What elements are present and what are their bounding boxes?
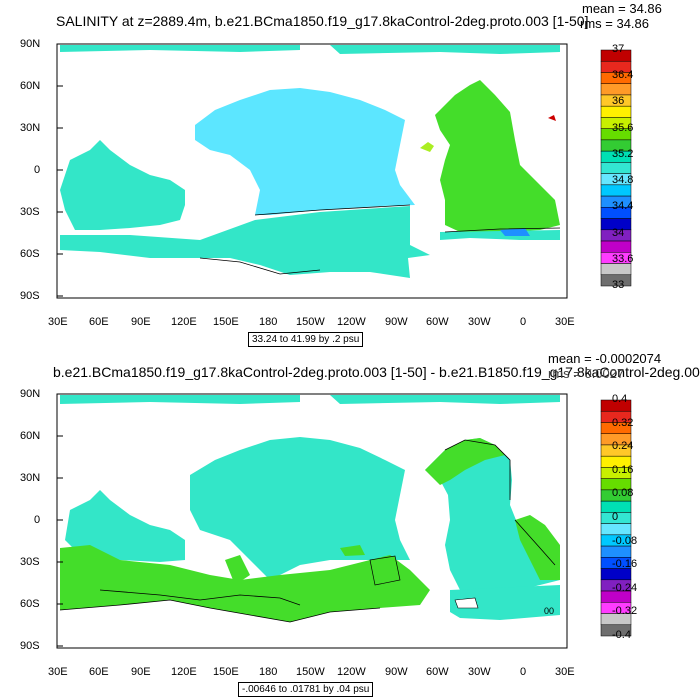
panel2-mean: mean = -0.0002074 xyxy=(548,351,662,366)
panel2-lon-label: 30W xyxy=(468,666,491,678)
panel1-lon-label: 150W xyxy=(296,316,325,328)
panel2-lon-label: 30E xyxy=(48,666,68,678)
panel2-lon-label: 60W xyxy=(426,666,449,678)
colorbar-label: -0.16 xyxy=(612,558,638,571)
panel1-lon-label: 30E xyxy=(555,316,575,328)
panel1-lat-label-30n: 30N xyxy=(20,122,41,134)
panel2-rms: rms = 0.0027 xyxy=(548,366,625,381)
panel2-lon-label: 0 xyxy=(520,666,527,678)
colorbar-label: -0.24 xyxy=(612,581,638,594)
panel2-lon-label: 90W xyxy=(385,666,408,678)
panel2-lat-label-0: 0 xyxy=(34,514,41,526)
colorbar-label: -0.08 xyxy=(612,534,638,547)
panel2-lon-label: 90E xyxy=(131,666,151,678)
colorbar-label: 34.8 xyxy=(612,174,634,187)
panel1-lon-label: 0 xyxy=(520,316,527,328)
colorbar-label: 0.08 xyxy=(612,487,634,500)
panel1-range-note: 33.24 to 41.99 by .2 psu xyxy=(248,332,364,347)
panel1-mean: mean = 34.86 xyxy=(582,1,662,16)
colorbar-label: -0.32 xyxy=(612,605,638,618)
panel2-y-tickmarks xyxy=(57,393,63,647)
colorbar-label: 37 xyxy=(612,43,625,55)
panel1-title: SALINITY at z=2889.4m, b.e21.BCma1850.f1… xyxy=(56,13,589,29)
panel2-lon-label: 180 xyxy=(259,666,278,678)
panel2-lon-label: 30E xyxy=(555,666,575,678)
panel2-lat-label-90n: 90N xyxy=(20,388,41,400)
colorbar-label: -0.4 xyxy=(612,629,631,641)
colorbar-label: 33.6 xyxy=(612,252,634,265)
panel2-pacific-ocean xyxy=(190,437,410,580)
panel1-lat-label-60s: 60S xyxy=(20,248,40,260)
panel1-lon-label: 120E xyxy=(171,316,197,328)
panel2-contour-label: 00 xyxy=(544,606,555,616)
panel2-lat-label-90s: 90S xyxy=(20,640,40,652)
panel2-southern-ocean xyxy=(60,545,430,622)
panel1-lon-label: 30E xyxy=(48,316,68,328)
colorbar-label: 35.6 xyxy=(612,121,634,134)
panel2-indian-ocean xyxy=(65,490,185,562)
panel2-lon-label: 120E xyxy=(171,666,197,678)
colorbar-label: 0.32 xyxy=(612,416,634,429)
panel1-lat-label-30s: 30S xyxy=(20,206,40,218)
panel2-lat-label-30s: 30S xyxy=(20,556,40,568)
colorbar-label: 36 xyxy=(612,95,625,108)
panel1-colorbar xyxy=(600,49,632,287)
panel1-rms: rms = 34.86 xyxy=(580,16,650,31)
colorbar-swatch xyxy=(600,240,632,253)
panel1-lat-label-90n: 90N xyxy=(20,38,41,50)
panel1-southern-ocean xyxy=(60,206,430,278)
colorbar-swatch xyxy=(600,624,632,637)
colorbar-swatch xyxy=(600,162,632,174)
panel1-lat-label-90s: 90S xyxy=(20,290,40,302)
panel1-indian-ocean xyxy=(60,140,185,230)
panel1-pacific-ocean xyxy=(195,88,415,215)
panel2-range-note: -.00646 to .01781 by .04 psu xyxy=(238,682,374,697)
colorbar-label: 35.2 xyxy=(612,147,634,160)
panel2-arctic-ocean xyxy=(60,395,300,404)
panel1-lon-label: 60E xyxy=(89,316,109,328)
colorbar-label: 0.16 xyxy=(612,463,634,476)
panel1-mediterranean-spot xyxy=(548,115,556,121)
colorbar-swatch xyxy=(600,523,632,536)
panel2-lon-label: 60E xyxy=(89,666,109,678)
panel2-map xyxy=(56,393,568,649)
panel2-lat-label-60s: 60S xyxy=(20,598,40,610)
panel1-lon-label: 120W xyxy=(337,316,366,328)
panel2-lon-label: 150E xyxy=(213,666,239,678)
colorbar-label: 34.4 xyxy=(612,200,634,213)
panel1-y-tickmarks xyxy=(57,43,63,297)
colorbar-label: 0.24 xyxy=(612,440,634,453)
panel1-map xyxy=(56,43,568,299)
colorbar-swatch xyxy=(600,184,632,197)
colorbar-label: 33 xyxy=(612,279,625,291)
colorbar-swatch xyxy=(600,83,632,96)
colorbar-label: 34 xyxy=(612,226,625,239)
panel1-lon-label: 90W xyxy=(385,316,408,328)
colorbar-label: 36.4 xyxy=(612,69,634,82)
colorbar-label: 0.4 xyxy=(612,393,628,405)
panel2-lon-label: 150W xyxy=(296,666,325,678)
panel2-lat-label-60n: 60N xyxy=(20,430,41,442)
panel1-lon-label: 180 xyxy=(259,316,278,328)
colorbar-label: 0 xyxy=(612,511,619,523)
panel1-lon-label: 90E xyxy=(131,316,151,328)
panel1-lat-label-60n: 60N xyxy=(20,80,41,92)
panel1-lon-label: 60W xyxy=(426,316,449,328)
panel2-title: b.e21.BCma1850.f19_g17.8kaControl-2deg.p… xyxy=(53,364,700,380)
panel1-lat-label-0: 0 xyxy=(34,164,41,176)
panel1-arctic-ocean xyxy=(60,45,300,52)
panel2-colorbar xyxy=(600,399,632,637)
colorbar-swatch xyxy=(600,263,632,276)
panel1-atlantic-ocean xyxy=(435,80,560,232)
colorbar-swatch xyxy=(600,568,632,581)
panel1-lon-label: 150E xyxy=(213,316,239,328)
panel2-lat-label-30n: 30N xyxy=(20,472,41,484)
panel2-lon-label: 120W xyxy=(337,666,366,678)
panel2-atlantic-ocean xyxy=(425,438,560,595)
colorbar-swatch xyxy=(600,105,632,118)
panel1-lon-label: 30W xyxy=(468,316,491,328)
colorbar-swatch xyxy=(600,545,632,558)
colorbar-swatch xyxy=(600,274,632,287)
